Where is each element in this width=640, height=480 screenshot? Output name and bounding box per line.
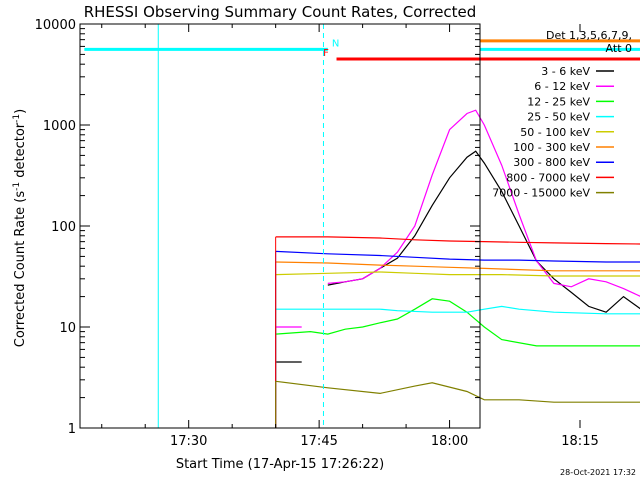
series-line-8 <box>275 236 640 245</box>
x-tick-label: 18:00 <box>431 434 468 449</box>
legend-entries: 3 - 6 keV 6 - 12 keV 12 - 25 keV 25 - 50 ke… <box>492 65 614 200</box>
legend: Det 1,3,5,6,7,9, Att 0 3 - 6 keV 6 - 12 k… <box>492 29 632 200</box>
series-line-6 <box>275 261 640 272</box>
series-line-7 <box>275 250 640 263</box>
x-tick-label: 17:30 <box>170 434 207 449</box>
y-tick-label: 100 <box>51 220 76 235</box>
legend-label: 100 - 300 keV <box>513 141 590 154</box>
legend-label: 50 - 100 keV <box>520 126 590 139</box>
legend-label: 300 - 800 keV <box>513 156 590 169</box>
y-tick-label: 1000 <box>43 119 76 134</box>
series-line-3 <box>275 298 640 347</box>
legend-header-line-1: Det 1,3,5,6,7,9, <box>546 29 632 42</box>
y-axis-label: Corrected Count Rate (s-1 detector-1) <box>12 109 28 347</box>
footer-timestamp: 28-Oct-2021 17:32 <box>560 468 636 477</box>
x-axis-label: Start Time (17-Apr-15 17:26:22) <box>176 457 384 472</box>
legend-label: 12 - 25 keV <box>527 95 590 108</box>
y-tick-label: 1 <box>68 422 76 437</box>
y-tick-label: 10 <box>59 321 76 336</box>
x-tick-label: 17:45 <box>300 434 337 449</box>
chart-title: RHESSI Observing Summary Count Rates, Co… <box>84 3 477 21</box>
series-layer <box>275 109 640 428</box>
series-line-9 <box>275 380 640 403</box>
axes-layer: 17:3017:4518:0018:1518:3018:4519:0011010… <box>35 18 599 449</box>
y-tick-label: 10000 <box>35 18 76 33</box>
legend-label: 25 - 50 keV <box>527 111 590 124</box>
flag-label-F: F <box>323 48 329 59</box>
series-line-5 <box>275 271 640 277</box>
legend-label: 7000 - 15000 keV <box>492 187 590 200</box>
legend-label: 6 - 12 keV <box>534 80 590 93</box>
legend-header-line-2: Att 0 <box>606 42 632 55</box>
series-line-2 <box>327 109 640 297</box>
legend-label: 800 - 7000 keV <box>506 171 590 184</box>
flag-label-N: N <box>332 38 339 49</box>
series-line-4 <box>275 305 640 315</box>
x-tick-label: 18:15 <box>561 434 598 449</box>
vertical-lines-layer <box>157 24 324 428</box>
series-line-1 <box>327 150 640 313</box>
legend-label: 3 - 6 keV <box>541 65 590 78</box>
flags-layer: NFS <box>84 38 640 61</box>
